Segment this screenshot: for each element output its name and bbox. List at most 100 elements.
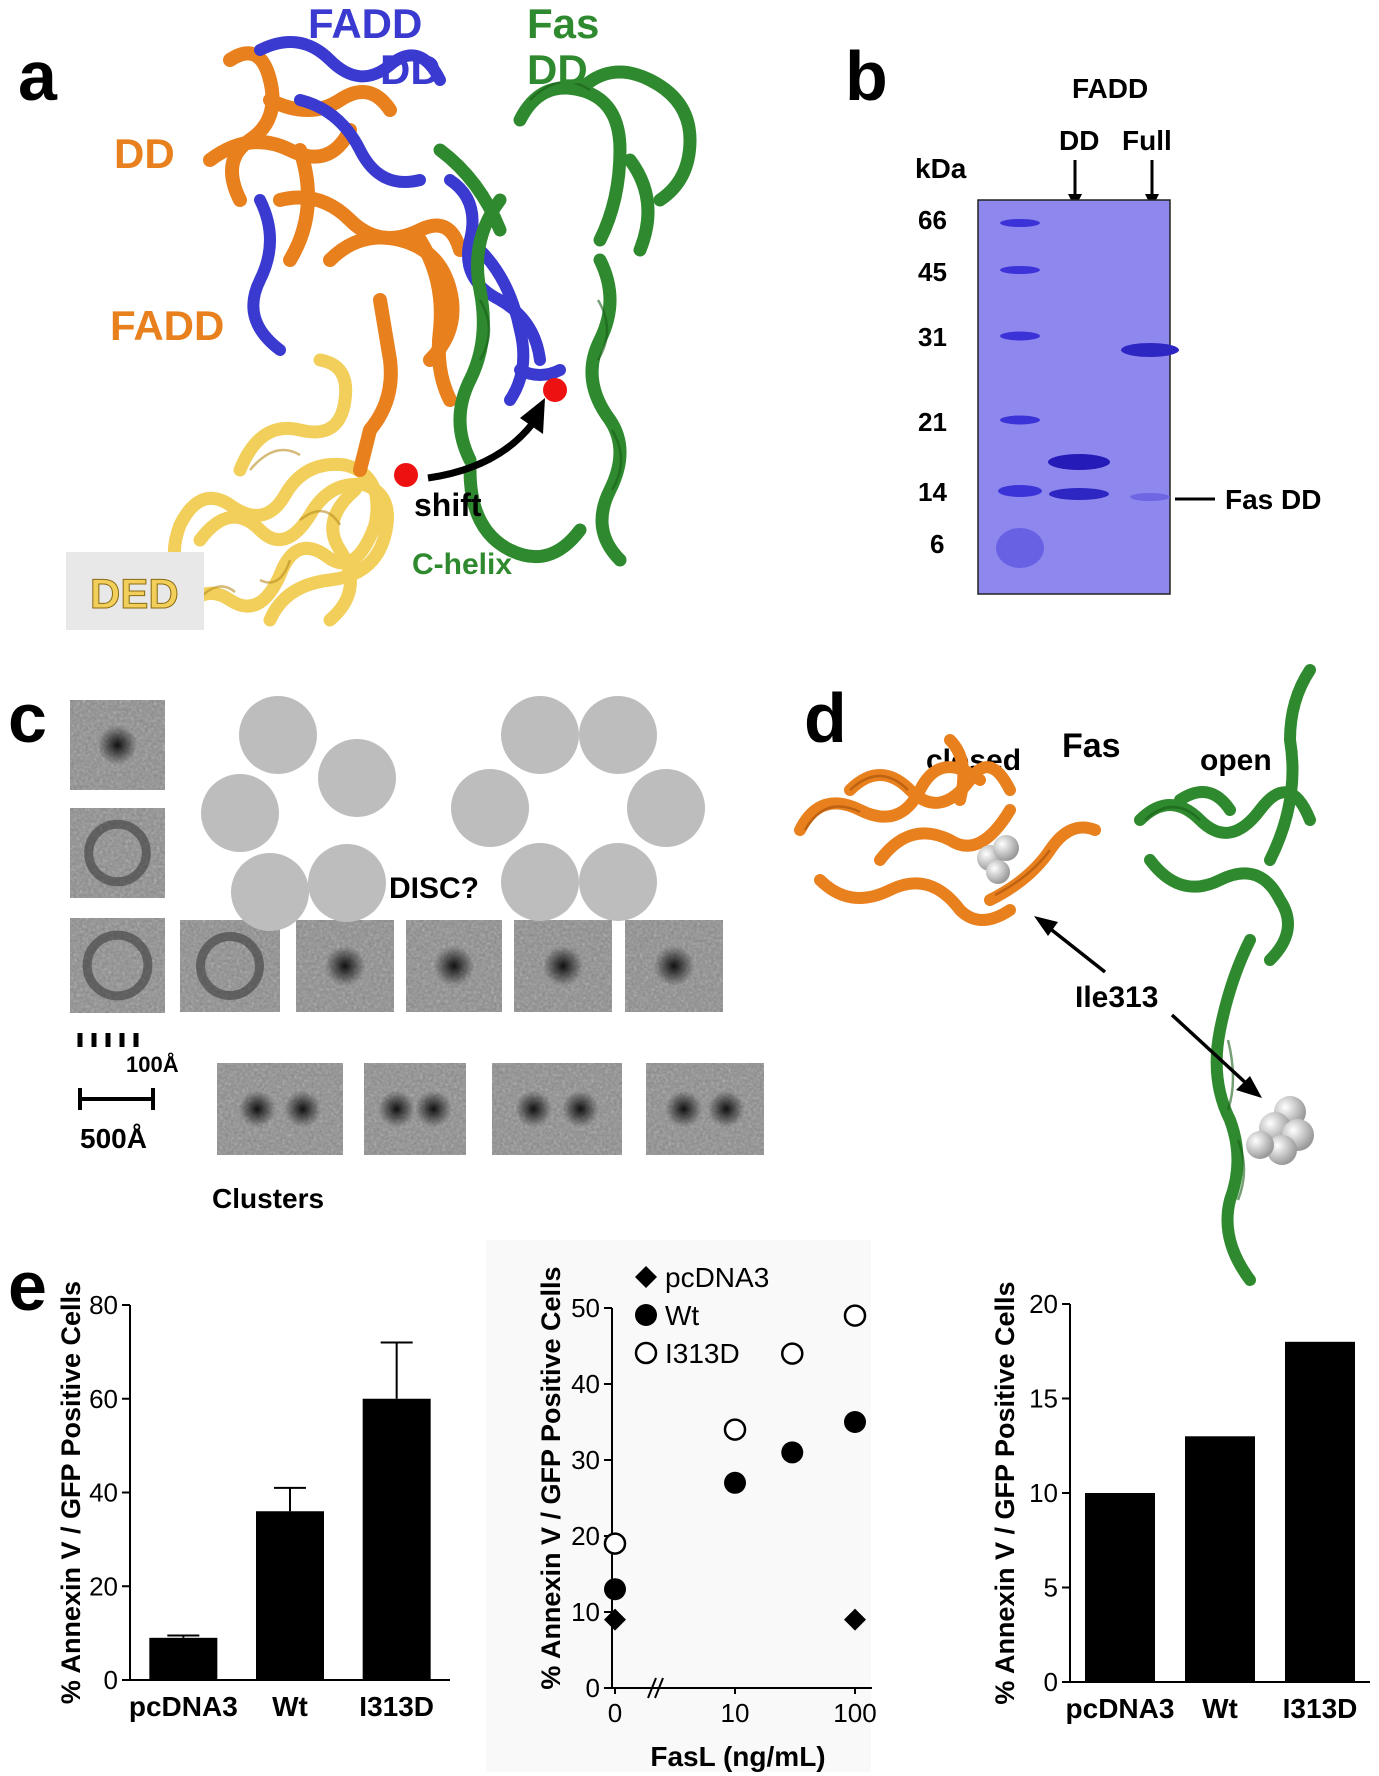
pentamer-model [201, 696, 396, 931]
band-fas-dd-lane3 [1130, 493, 1170, 501]
label-fadd-dd-2: DD [380, 46, 441, 93]
point-wt [844, 1411, 866, 1433]
x-tick-label: 100 [833, 1698, 876, 1728]
em-image-density [97, 725, 138, 765]
point-i313d [843, 1304, 867, 1327]
bar-wt [256, 1511, 324, 1680]
point-i313d [603, 1532, 627, 1555]
point-wt [781, 1441, 804, 1464]
ded-label-box [66, 552, 204, 630]
y-tick-label: 10 [571, 1597, 600, 1627]
y-tick-label: 20 [571, 1521, 600, 1551]
y-tick-label: 20 [89, 1571, 118, 1601]
x-tick-label: 0 [608, 1698, 622, 1728]
chart-e-bar-3: 0 5 10 15 20 pcDNA3 Wt I313D % Annexin V / GFP P… [990, 1281, 1370, 1724]
panel-letter-b: b [845, 37, 888, 115]
legend-marker-pcdna3 [635, 1266, 657, 1288]
axis-break [647, 1677, 657, 1699]
em-image-density [324, 945, 366, 987]
ile313-closed-spheres [977, 835, 1019, 884]
band-fadd-full [1121, 343, 1179, 357]
em-image-density [238, 1090, 276, 1128]
marker-lane-bands [996, 219, 1044, 568]
label-open: open [1200, 744, 1272, 777]
em-image-noise [492, 1063, 622, 1155]
gel-marker-labels: 66 45 31 21 14 6 [918, 205, 947, 559]
label-fadd: FADD [110, 302, 224, 349]
legend-marker-i313d [634, 1341, 658, 1365]
point-i313d [781, 1342, 804, 1365]
em-image-density [284, 1090, 322, 1128]
fas-closed-ribbon [794, 734, 1101, 926]
y-tick-label: 30 [571, 1445, 600, 1475]
x-tick-label: pcDNA3 [129, 1691, 238, 1722]
arrow-ile313-open [1170, 1013, 1250, 1087]
point-i313d [723, 1418, 747, 1441]
fadd-dd-ribbon [203, 46, 467, 477]
x-tick-label: pcDNA3 [1066, 1693, 1175, 1724]
axis-break [654, 1677, 664, 1699]
label-clusters: Clusters [212, 1183, 324, 1214]
x-tick-label: Wt [272, 1691, 308, 1722]
legend-label-i313d: I313D [665, 1338, 740, 1369]
marker-21: 21 [918, 407, 947, 437]
y-tick-label: 15 [1029, 1384, 1058, 1414]
panel-letter-c: c [8, 679, 47, 757]
panel-d: d closed Fas open [794, 664, 1316, 1286]
marker-6: 6 [930, 529, 944, 559]
fas-dd-ribbon [433, 65, 697, 567]
y-axis-label: % Annexin V / GFP Positive Cells [990, 1281, 1020, 1704]
panel-letter-e: e [8, 1247, 47, 1325]
em-image-density [542, 945, 584, 987]
marker-45: 45 [918, 257, 947, 287]
label-lane-dd: DD [1059, 125, 1099, 156]
bar-pcdna3 [1085, 1493, 1155, 1682]
x-tick-label: Wt [1202, 1693, 1238, 1724]
band-fadd-dd [1048, 454, 1110, 470]
ile313-open-spheres [1246, 1096, 1314, 1165]
label-shift: shift [414, 487, 482, 523]
y-tick-label: 50 [571, 1293, 600, 1323]
y-tick-label: 0 [104, 1665, 118, 1695]
fas-open-ribbon [1134, 664, 1316, 1286]
bar-pcdna3 [149, 1637, 218, 1680]
point-pcdna3 [604, 1608, 626, 1631]
x-tick-label: I313D [359, 1691, 434, 1722]
panel-letter-a: a [18, 37, 58, 115]
label-fadd-gel: FADD [1072, 73, 1148, 104]
y-tick-label: 0 [586, 1673, 600, 1703]
arrow-ile313-closed [1046, 925, 1107, 974]
em-image-density [653, 945, 695, 987]
legend-marker-wt [635, 1304, 657, 1326]
y-axis-label: % Annexin V / GFP Positive Cells [56, 1281, 86, 1704]
y-tick-label: 40 [89, 1478, 118, 1508]
label-disc: DISC? [389, 872, 479, 905]
scale-bar-100 [77, 1033, 139, 1047]
em-image-density [562, 1090, 599, 1128]
marker-14: 14 [918, 477, 947, 507]
label-kda: kDa [915, 153, 967, 184]
ded-domain-ribbon [167, 353, 394, 627]
x-tick-label: I313D [1283, 1693, 1358, 1724]
label-lane-full: Full [1122, 125, 1172, 156]
bar-wt [1185, 1436, 1255, 1682]
marker-31: 31 [918, 322, 947, 352]
red-marker-end [543, 378, 567, 402]
panel-c: c DISC? 100Å 500Å Cluster [8, 679, 764, 1214]
legend-label-wt: Wt [665, 1300, 699, 1331]
em-image-ring [82, 930, 153, 1001]
marker-66: 66 [918, 205, 947, 235]
y-tick-label: 0 [1044, 1667, 1058, 1697]
y-axis-label: % Annexin V / GFP Positive Cells [536, 1266, 566, 1689]
band-fas-dd-lane2 [1049, 488, 1109, 500]
label-ded: DED [90, 570, 179, 617]
panel-b: b FADD DD Full kDa 66 45 31 21 14 6 [845, 37, 1321, 595]
hexamer-model [451, 696, 705, 921]
panel-e: e 0 20 40 60 80 pcDNA3 Wt I313D % Annexin V / GF… [8, 1240, 1370, 1772]
label-fas-dd-2: DD [527, 46, 588, 93]
point-wt [724, 1471, 746, 1494]
label-fadd-dd-1: FADD [308, 0, 422, 47]
y-tick-label: 10 [1029, 1478, 1058, 1508]
bar-i313d [362, 1398, 431, 1680]
